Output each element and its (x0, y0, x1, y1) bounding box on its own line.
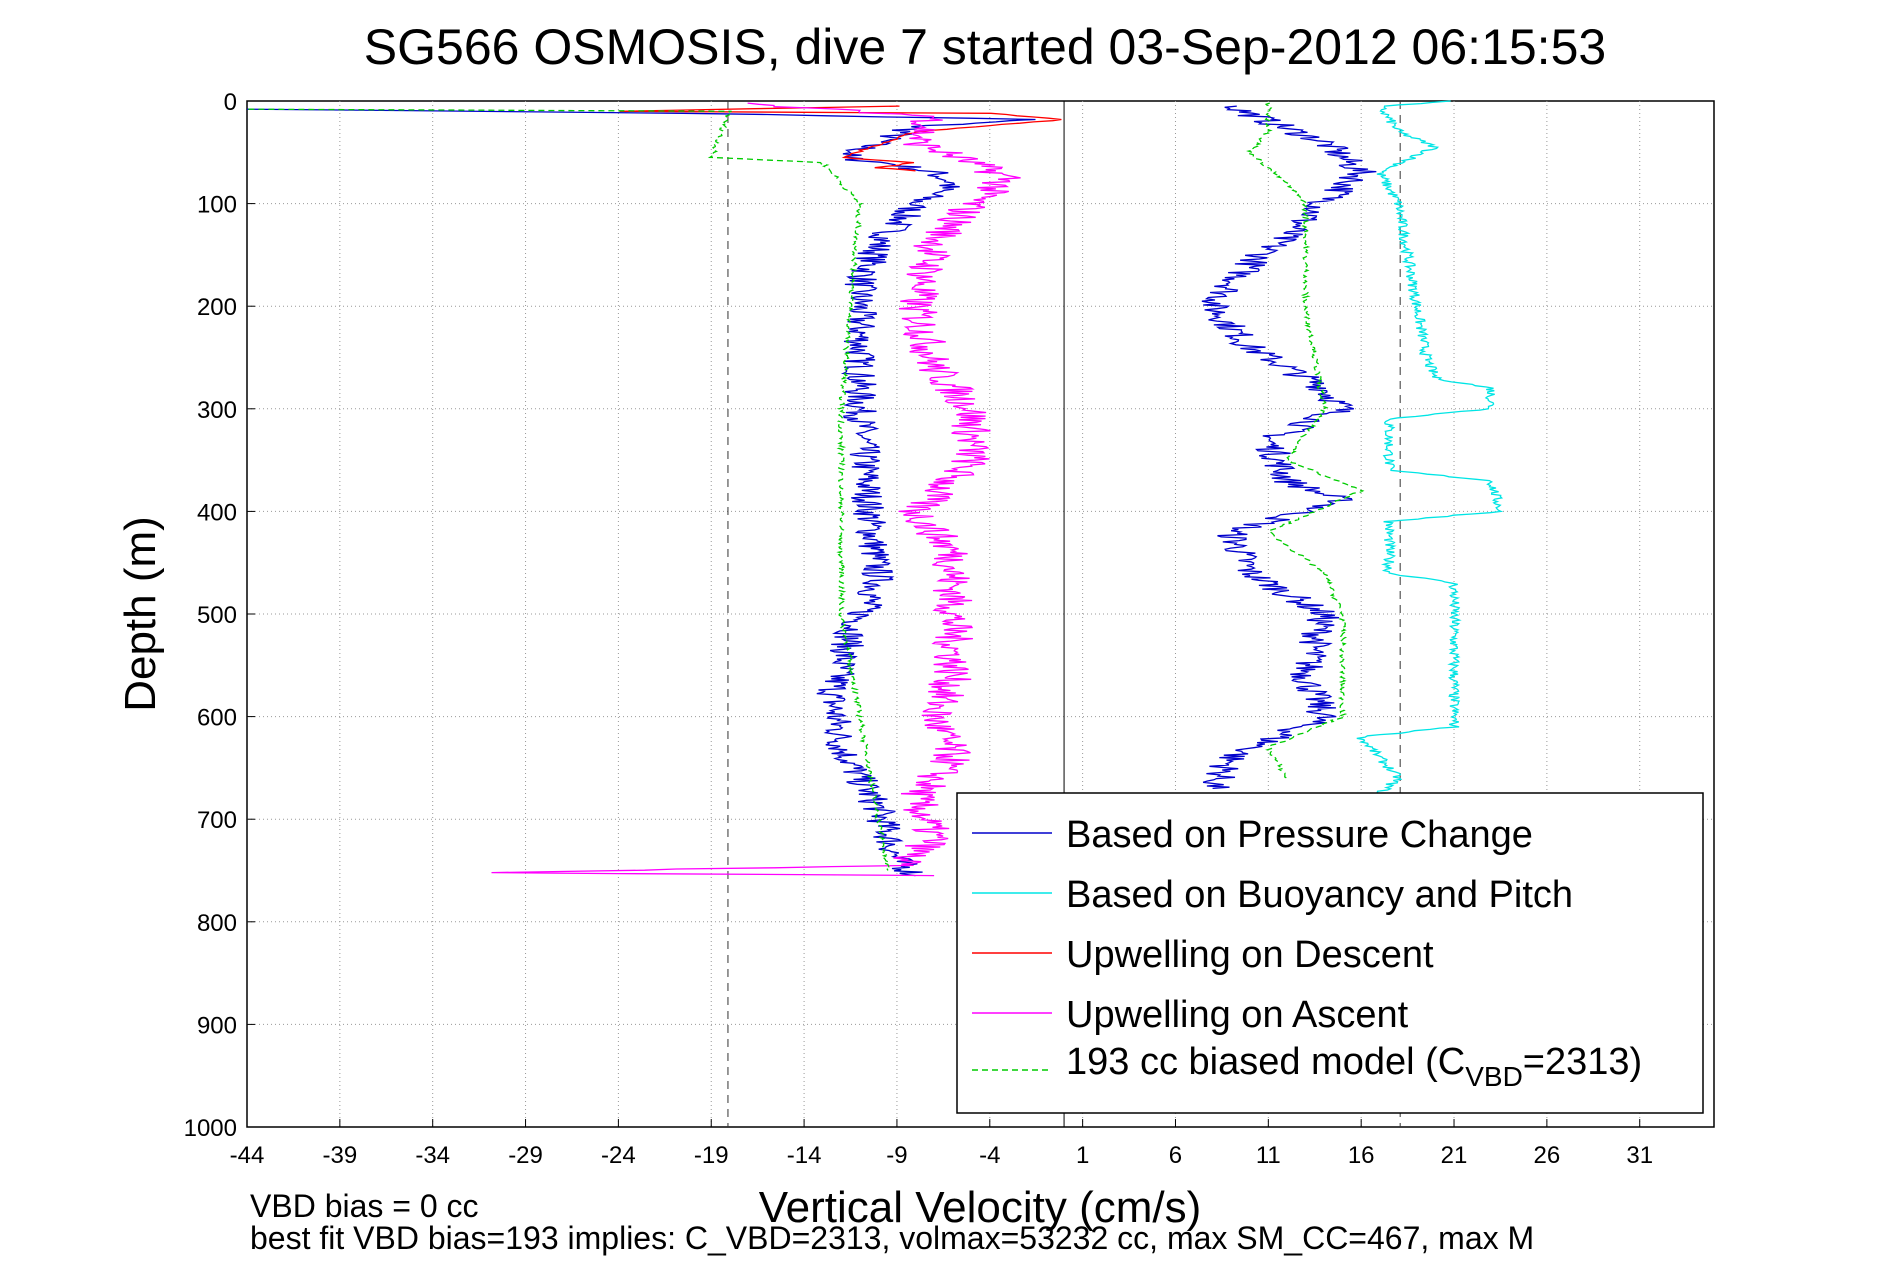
y-tick-label: 400 (197, 499, 237, 526)
x-tick-label: -29 (508, 1142, 543, 1169)
series-line (1201, 105, 1377, 790)
series-line (619, 105, 1062, 172)
legend-label-pressure: Based on Pressure Change (1066, 814, 1533, 856)
data-series (246, 100, 1504, 877)
y-tick-label: 800 (197, 910, 237, 937)
x-tick-label: -44 (230, 1142, 265, 1169)
x-tick-label: -9 (886, 1142, 907, 1169)
x-tick-label: 16 (1348, 1142, 1375, 1169)
x-tick-label: 31 (1626, 1142, 1653, 1169)
series-line (246, 108, 1036, 877)
y-tick-label: 1000 (184, 1115, 237, 1142)
legend-label-model-sub: VBD (1465, 1061, 1523, 1092)
x-tick-label: -19 (694, 1142, 729, 1169)
legend-label-model-suffix: =2313) (1523, 1041, 1642, 1083)
y-tick-label: 600 (197, 705, 237, 732)
legend-label-ascent: Upwelling on Ascent (1066, 994, 1409, 1036)
y-tick-label: 300 (197, 397, 237, 424)
y-tick-label: 100 (197, 192, 237, 219)
x-tick-label: 6 (1169, 1142, 1182, 1169)
x-tick-label: -14 (787, 1142, 822, 1169)
axis-ticks: -44 -39 -34 -29 -24 -19 -14 -9 -4 1 6 11 16 21 26 31010… (184, 89, 1653, 1169)
x-tick-label: -24 (601, 1142, 636, 1169)
x-tick-label: -39 (323, 1142, 358, 1169)
series-line (1246, 102, 1365, 779)
series-line (248, 108, 890, 871)
legend-label-model-main: 193 cc biased model (C (1066, 1041, 1465, 1083)
footnote-vbd-bias: VBD bias = 0 cc (250, 1188, 479, 1224)
x-tick-label: -34 (415, 1142, 450, 1169)
x-tick-label: 1 (1076, 1142, 1089, 1169)
y-tick-label: 200 (197, 294, 237, 321)
y-tick-label: 500 (197, 602, 237, 629)
y-tick-label: 700 (197, 807, 237, 834)
series-line (491, 102, 1021, 877)
legend-box (956, 792, 1704, 1114)
legend-label-model: 193 cc biased model (CVBD=2313) (1066, 1041, 1642, 1092)
x-axis-label: Vertical Velocity (cm/s) (759, 1183, 1202, 1232)
y-tick-label: 900 (197, 1012, 237, 1039)
legend: Based on Pressure Change Based on Buoyan… (956, 792, 1704, 1114)
series-line (1356, 100, 1504, 795)
legend-label-buoyancy: Based on Buoyancy and Pitch (1066, 874, 1573, 916)
y-axis-label: Depth (m) (116, 516, 165, 712)
x-tick-label: -4 (979, 1142, 1000, 1169)
footnote-best-fit: best fit VBD bias=193 implies: C_VBD=231… (250, 1220, 1534, 1256)
legend-label-descent: Upwelling on Descent (1066, 934, 1434, 976)
x-tick-label: 11 (1256, 1142, 1281, 1169)
y-tick-label: 0 (224, 89, 237, 116)
chart-title: SG566 OSMOSIS, dive 7 started 03-Sep-201… (364, 19, 1606, 75)
x-tick-label: 26 (1534, 1142, 1561, 1169)
x-tick-label: 21 (1441, 1142, 1468, 1169)
